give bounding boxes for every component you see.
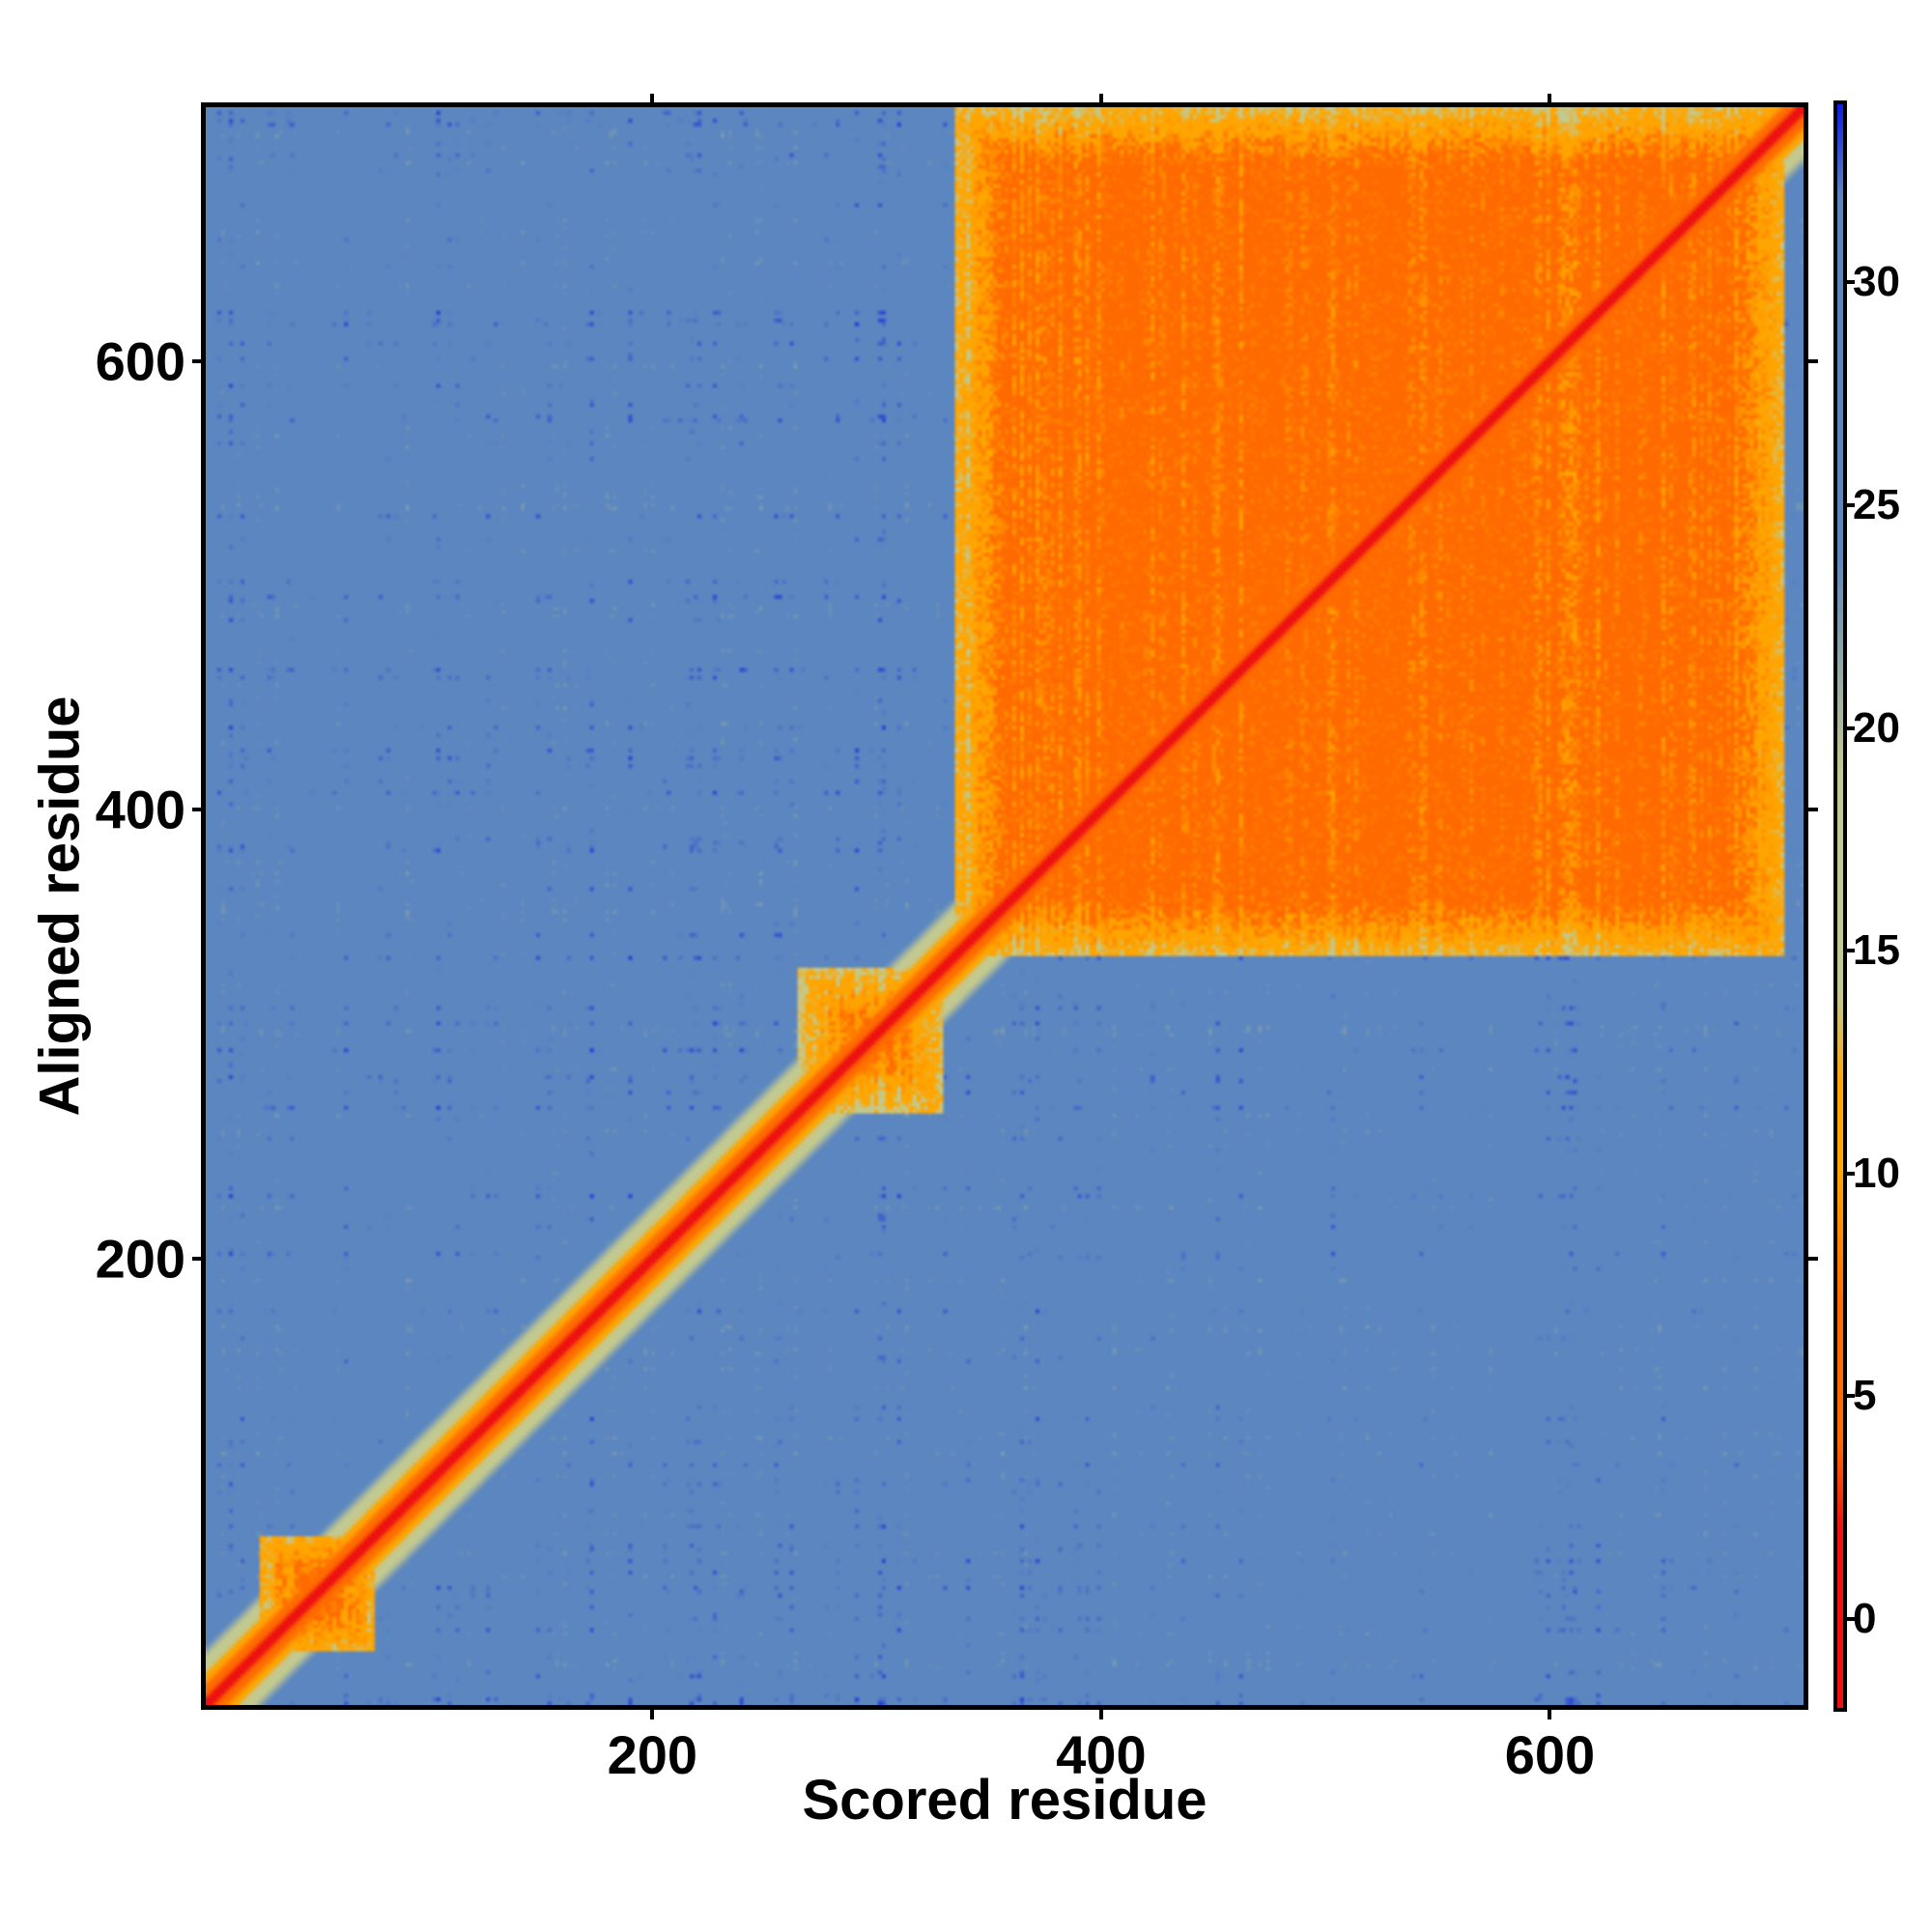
colorbar-tick-mark (1847, 1616, 1855, 1621)
colorbar-tick-mark (1847, 503, 1855, 507)
colorbar-tick-label: 30 (1853, 258, 1900, 306)
x-tick-mark (650, 1710, 655, 1719)
colorbar-tick-label: 25 (1853, 481, 1900, 528)
y-axis-title: Aligned residue (28, 696, 92, 1117)
colorbar-tick-mark (1847, 725, 1855, 730)
x-tick-mark (1098, 1710, 1103, 1719)
x-tick-label: 200 (607, 1724, 697, 1785)
colorbar-tick-mark (1847, 949, 1855, 953)
heatmap-plot-area (201, 102, 1808, 1710)
x-tick-mark-top (650, 94, 655, 103)
y-tick-label: 200 (95, 1228, 185, 1290)
colorbar-tick-label: 15 (1853, 926, 1900, 975)
y-tick-mark (192, 358, 202, 363)
colorbar-tick-mark (1847, 280, 1855, 285)
colorbar-tick-label: 10 (1853, 1149, 1900, 1197)
x-axis-title: Scored residue (802, 1769, 1208, 1832)
colorbar-tick-label: 20 (1853, 703, 1900, 752)
y-tick-mark-right (1808, 1256, 1818, 1261)
y-tick-label: 600 (95, 330, 185, 391)
x-tick-label: 400 (1056, 1724, 1147, 1785)
x-tick-mark (1548, 1710, 1552, 1719)
y-tick-mark (192, 808, 202, 812)
x-tick-label: 600 (1504, 1724, 1596, 1785)
colorbar-tick-mark (1847, 1171, 1855, 1176)
y-tick-label: 400 (95, 779, 185, 840)
x-tick-mark-top (1098, 94, 1103, 103)
y-tick-mark-right (1808, 808, 1818, 812)
colorbar-tick-mark (1847, 1394, 1855, 1399)
colorbar-gradient (1837, 104, 1843, 1708)
x-tick-mark-top (1548, 94, 1552, 103)
y-tick-mark-right (1808, 358, 1818, 363)
colorbar (1833, 100, 1847, 1712)
y-tick-mark (192, 1256, 202, 1261)
colorbar-tick-label: 5 (1853, 1372, 1877, 1420)
heatmap-canvas (206, 107, 1804, 1705)
colorbar-tick-label: 0 (1853, 1594, 1877, 1642)
